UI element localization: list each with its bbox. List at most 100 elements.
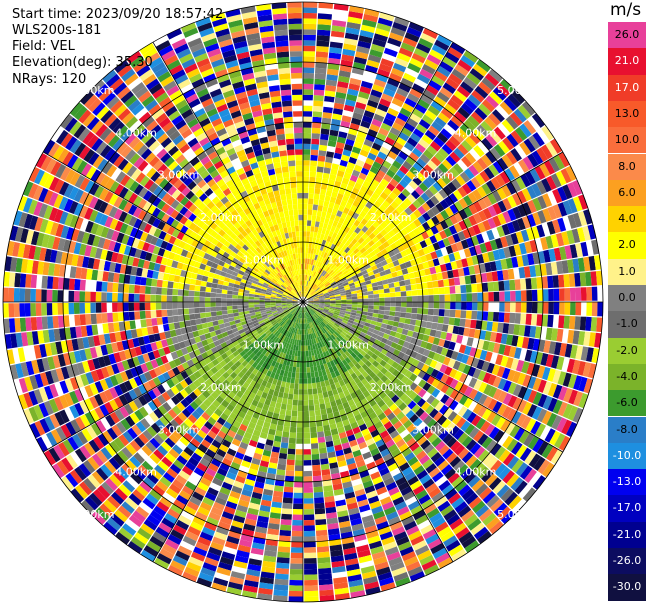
velocity-cell xyxy=(296,427,303,433)
velocity-cell xyxy=(429,329,437,337)
velocity-cell xyxy=(303,432,311,439)
velocity-cell xyxy=(454,501,468,514)
velocity-cell xyxy=(355,136,365,144)
velocity-cell xyxy=(449,368,458,379)
velocity-cell xyxy=(362,273,370,279)
velocity-cell xyxy=(537,289,543,301)
velocity-cell xyxy=(339,65,352,73)
velocity-cell xyxy=(402,102,414,113)
velocity-cell xyxy=(491,364,501,376)
velocity-cell xyxy=(303,111,313,117)
velocity-cell xyxy=(384,306,391,311)
velocity-cell xyxy=(466,256,474,267)
velocity-cell xyxy=(414,103,427,114)
velocity-cell xyxy=(463,206,473,218)
velocity-cell xyxy=(493,126,506,140)
velocity-cell xyxy=(362,19,377,28)
velocity-cell xyxy=(371,236,379,244)
velocity-cell xyxy=(532,338,540,351)
velocity-cell xyxy=(392,496,405,506)
velocity-cell xyxy=(311,144,319,150)
velocity-cell xyxy=(367,54,382,63)
velocity-cell xyxy=(515,290,522,302)
velocity-cell xyxy=(342,282,349,287)
velocity-cell xyxy=(392,160,402,170)
velocity-cell xyxy=(330,243,336,250)
velocity-cell xyxy=(577,361,586,376)
velocity-cell xyxy=(339,257,346,264)
velocity-cell xyxy=(367,340,374,347)
velocity-cell xyxy=(370,320,377,326)
velocity-cell xyxy=(507,455,520,470)
velocity-cell xyxy=(407,62,421,74)
velocity-cell xyxy=(303,492,314,499)
velocity-cell xyxy=(396,270,403,277)
velocity-cell xyxy=(352,277,359,283)
velocity-cell xyxy=(457,406,468,417)
velocity-cell xyxy=(373,294,380,298)
velocity-cell xyxy=(366,350,374,357)
velocity-cell xyxy=(388,382,397,391)
velocity-cell xyxy=(314,502,325,509)
velocity-cell xyxy=(337,327,343,333)
velocity-cell xyxy=(463,119,476,132)
velocity-cell xyxy=(431,273,438,281)
velocity-cell xyxy=(364,236,372,244)
velocity-cell xyxy=(384,302,391,307)
velocity-cell xyxy=(409,373,418,382)
velocity-cell xyxy=(319,297,325,300)
velocity-cell xyxy=(413,47,429,59)
velocity-cell xyxy=(316,210,322,217)
velocity-cell xyxy=(290,563,303,570)
velocity-cell xyxy=(449,135,461,148)
velocity-cell xyxy=(371,192,380,201)
velocity-cell xyxy=(497,322,504,333)
velocity-cell xyxy=(317,324,323,330)
velocity-cell xyxy=(332,346,339,353)
velocity-cell xyxy=(531,364,541,377)
velocity-cell xyxy=(377,151,387,160)
velocity-cell xyxy=(572,196,583,212)
velocity-cell xyxy=(309,176,316,183)
velocity-cell xyxy=(237,308,244,313)
velocity-cell xyxy=(486,229,495,241)
velocity-cell xyxy=(392,369,401,378)
velocity-cell xyxy=(444,309,451,317)
velocity-cell xyxy=(424,109,437,121)
velocity-cell xyxy=(303,291,305,297)
velocity-cell xyxy=(113,272,120,283)
velocity-cell xyxy=(306,231,311,237)
velocity-cell xyxy=(317,436,326,443)
velocity-cell xyxy=(304,536,316,542)
velocity-cell xyxy=(412,176,423,186)
velocity-cell xyxy=(438,188,449,199)
velocity-cell xyxy=(129,275,136,285)
velocity-cell xyxy=(484,73,500,87)
velocity-cell xyxy=(341,259,348,266)
velocity-cell xyxy=(41,275,48,289)
velocity-cell xyxy=(392,218,401,227)
velocity-cell xyxy=(367,442,378,452)
velocity-cell xyxy=(408,21,424,33)
velocity-cell xyxy=(155,287,162,295)
velocity-cell xyxy=(340,396,348,404)
velocity-cell xyxy=(435,212,445,223)
velocity-cell xyxy=(493,429,505,443)
velocity-cell xyxy=(309,316,313,322)
velocity-cell xyxy=(435,222,444,233)
velocity-cell xyxy=(512,206,522,219)
velocity-cell xyxy=(340,212,348,220)
velocity-cell xyxy=(569,244,578,259)
velocity-cell xyxy=(318,294,324,297)
velocity-cell xyxy=(313,299,320,301)
velocity-cell xyxy=(547,206,557,221)
velocity-cell xyxy=(374,272,381,279)
velocity-cell xyxy=(445,422,456,433)
velocity-cell xyxy=(335,278,341,283)
velocity-cell xyxy=(359,29,374,39)
velocity-cell xyxy=(304,269,307,275)
velocity-cell xyxy=(374,137,384,147)
velocity-cell xyxy=(447,99,461,111)
velocity-cell xyxy=(553,288,560,301)
velocity-cell xyxy=(383,187,392,196)
